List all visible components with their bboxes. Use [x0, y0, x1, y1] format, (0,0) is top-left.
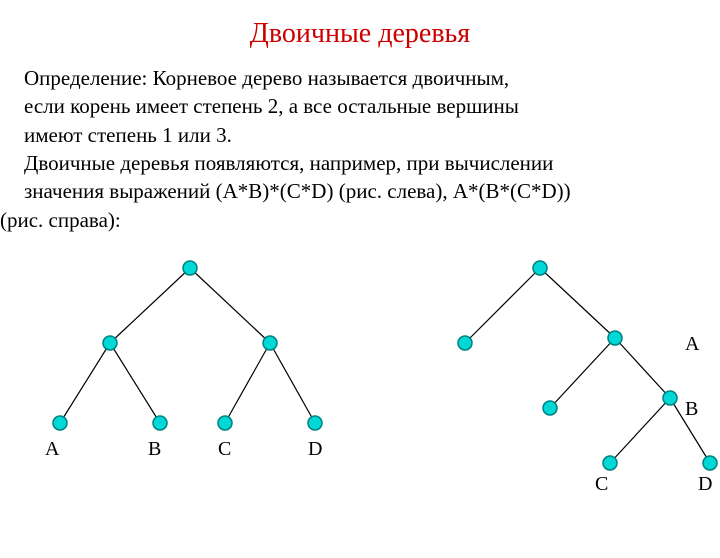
node-label-c: C: [595, 473, 608, 496]
node-label-b: B: [685, 398, 698, 421]
tree-edge: [60, 343, 110, 423]
tree-node: [153, 416, 167, 430]
node-label-d: D: [698, 473, 712, 496]
para-line-5: (рис. справа):: [0, 206, 696, 234]
para-line-1: если корень имеет степень 2, а все остал…: [24, 92, 696, 120]
tree-node: [103, 336, 117, 350]
tree-edge: [110, 343, 160, 423]
node-label-d: D: [308, 438, 322, 461]
node-label-c: C: [218, 438, 231, 461]
tree-node: [533, 261, 547, 275]
node-label-a: A: [685, 333, 699, 356]
tree-node: [308, 416, 322, 430]
tree-edge: [110, 268, 190, 343]
tree-node: [603, 456, 617, 470]
tree-node: [458, 336, 472, 350]
tree-node: [703, 456, 717, 470]
tree-edge: [615, 338, 670, 398]
definition-paragraph: Определение: Корневое дерево называется …: [24, 64, 696, 234]
trees-svg: [0, 238, 720, 548]
para-line-0: Определение: Корневое дерево называется …: [24, 64, 696, 92]
tree-node: [608, 331, 622, 345]
tree-edge: [190, 268, 270, 343]
tree-edge: [540, 268, 615, 338]
tree-edge: [550, 338, 615, 408]
tree-node: [183, 261, 197, 275]
tree-edge: [225, 343, 270, 423]
tree-edge: [610, 398, 670, 463]
para-line-3: Двоичные деревья появляются, например, п…: [24, 149, 696, 177]
para-line-4: значения выражений (A*B)*(C*D) (рис. сле…: [24, 177, 696, 205]
tree-node: [263, 336, 277, 350]
tree-node: [663, 391, 677, 405]
tree-edge: [465, 268, 540, 343]
tree-edge: [270, 343, 315, 423]
para-line-2: имеют степень 1 или 3.: [24, 121, 696, 149]
page-title: Двоичные деревья: [0, 18, 720, 50]
node-label-a: A: [45, 438, 59, 461]
node-label-b: B: [148, 438, 161, 461]
diagrams-area: A B C D A B C D: [0, 238, 720, 548]
tree-node: [543, 401, 557, 415]
tree-node: [218, 416, 232, 430]
tree-node: [53, 416, 67, 430]
